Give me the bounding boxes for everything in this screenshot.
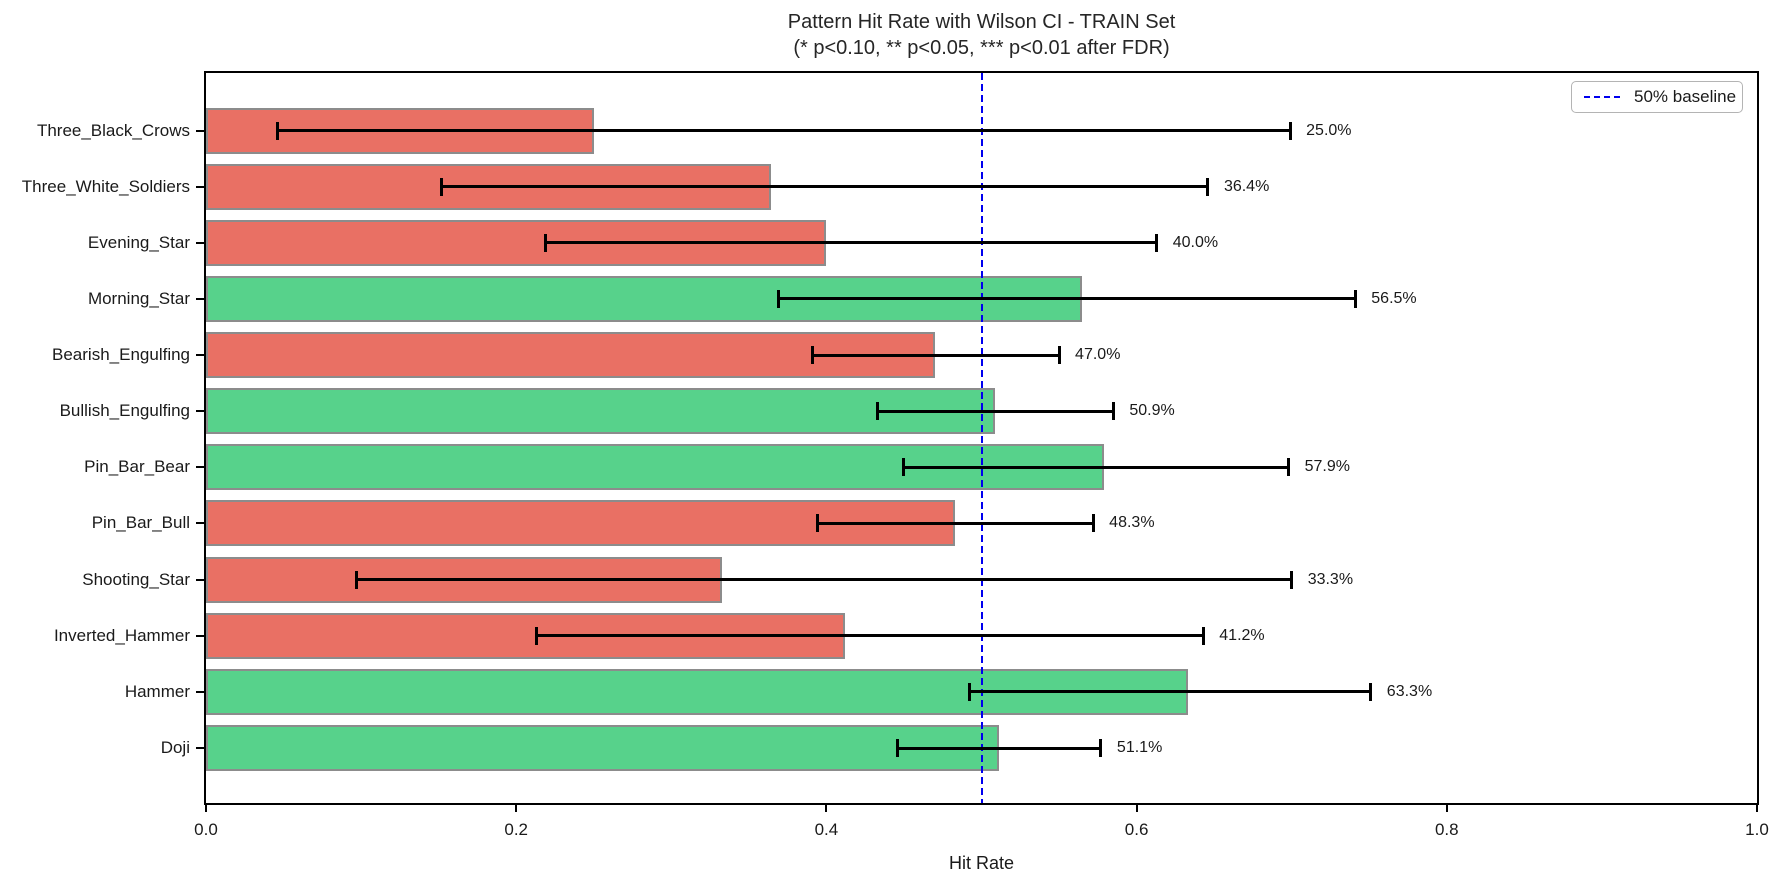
y-tick-mark — [196, 297, 206, 300]
ci-cap-low — [810, 346, 814, 365]
ci-cap-high — [1353, 289, 1357, 308]
y-tick-mark — [196, 578, 206, 581]
ci-cap-high — [1057, 346, 1061, 365]
ci-cap-high — [1369, 682, 1373, 701]
x-tick-label: 0.2 — [504, 820, 528, 839]
y-axis-label: Pin_Bar_Bull — [91, 513, 190, 533]
ci-cap-low — [902, 458, 906, 477]
y-axis-label: Hammer — [124, 681, 190, 701]
y-axis-label: Evening_Star — [87, 232, 190, 252]
y-axis-label: Bearish_Engulfing — [52, 345, 190, 365]
chart-subtitle: (* p<0.10, ** p<0.05, *** p<0.01 after F… — [793, 37, 1170, 59]
x-tick-label: 0.8 — [1434, 820, 1459, 839]
legend-label: 50% baseline — [1634, 87, 1737, 106]
ci-cap-high — [1206, 177, 1210, 196]
value-label: 63.3% — [1386, 682, 1433, 700]
value-label: 25.0% — [1306, 121, 1352, 139]
y-tick-mark — [196, 747, 206, 750]
baseline-vline — [980, 73, 983, 803]
ci-line — [903, 465, 1289, 469]
value-label: 40.0% — [1172, 233, 1219, 251]
x-tick-mark — [1756, 803, 1758, 812]
x-tick-mark — [515, 803, 518, 812]
x-axis-title: Hit Rate — [948, 853, 1015, 873]
y-tick-mark — [196, 185, 206, 188]
ci-line — [877, 409, 1114, 413]
x-tick-mark — [205, 803, 207, 812]
x-tick-mark — [825, 803, 828, 812]
value-label: 57.9% — [1304, 458, 1350, 476]
chart-title: Pattern Hit Rate with Wilson CI - TRAIN … — [787, 11, 1176, 33]
ci-cap-high — [1091, 514, 1095, 533]
ci-cap-high — [1201, 626, 1205, 645]
y-axis-label: Pin_Bar_Bear — [84, 457, 190, 477]
ci-line — [812, 353, 1060, 357]
x-tick-mark — [1445, 803, 1448, 812]
y-tick-mark — [196, 634, 206, 637]
legend: 50% baseline — [1571, 81, 1743, 113]
ci-line — [817, 521, 1094, 525]
ci-cap-high — [1155, 233, 1159, 252]
ci-line — [969, 690, 1371, 694]
y-tick-mark — [196, 241, 206, 244]
plot-area: 25.0% Three_Black_Crows 36.4% Three_White_S… — [22, 71, 1769, 873]
x-tick-label: 0.6 — [1124, 820, 1149, 839]
value-label: 56.5% — [1371, 289, 1417, 307]
ci-cap-high — [1290, 570, 1294, 589]
y-tick-mark — [196, 129, 206, 132]
ci-cap-high — [1099, 739, 1103, 758]
y-axis-label: Morning_Star — [87, 288, 190, 308]
value-label: 51.1% — [1116, 739, 1163, 757]
ci-cap-low — [534, 626, 538, 645]
y-tick-mark — [196, 466, 206, 469]
ci-line — [356, 578, 1292, 582]
ci-cap-low — [896, 739, 900, 758]
bar-doji — [206, 725, 999, 772]
ci-cap-low — [544, 233, 548, 252]
ci-line — [545, 241, 1157, 245]
value-label: 50.9% — [1129, 402, 1175, 420]
y-axis-label: Three_Black_Crows — [36, 120, 190, 140]
ci-line — [897, 746, 1101, 750]
ci-cap-low — [440, 177, 444, 196]
bar-bullish_engulfing — [206, 388, 996, 435]
y-axis-label: Three_White_Soldiers — [21, 176, 190, 196]
ci-line — [277, 129, 1291, 132]
y-tick-mark — [196, 354, 206, 357]
x-tick-label: 0.4 — [814, 820, 839, 839]
y-axis-label: Inverted_Hammer — [53, 625, 190, 645]
ci-cap-low — [876, 402, 880, 421]
value-label: 36.4% — [1223, 177, 1270, 195]
ci-cap-low — [776, 289, 780, 308]
y-axis-label: Doji — [160, 738, 190, 758]
value-label: 48.3% — [1109, 514, 1155, 532]
x-tick-label: 0.0 — [194, 820, 218, 839]
value-label: 33.3% — [1307, 570, 1354, 588]
y-axis-label: Shooting_Star — [82, 569, 190, 589]
y-axis-label: Bullish_Engulfing — [59, 401, 190, 421]
y-tick-mark — [196, 522, 206, 525]
value-label: 47.0% — [1075, 346, 1121, 364]
ci-cap-low — [275, 121, 279, 140]
dashed-line-icon — [1584, 96, 1622, 98]
ci-line — [778, 297, 1356, 301]
bar-hammer — [206, 668, 1188, 715]
y-tick-mark — [196, 410, 206, 413]
ci-cap-high — [1111, 402, 1115, 421]
x-tick-mark — [1135, 803, 1138, 812]
ci-cap-low — [815, 514, 819, 533]
ci-cap-high — [1287, 458, 1291, 477]
ci-cap-high — [1288, 121, 1292, 140]
ci-line — [441, 185, 1208, 189]
ci-cap-low — [354, 570, 358, 589]
y-tick-mark — [196, 690, 206, 693]
x-tick-label: 1.0 — [1745, 820, 1769, 839]
ci-line — [536, 634, 1204, 638]
value-label: 41.2% — [1219, 626, 1265, 644]
ci-cap-low — [967, 682, 971, 701]
